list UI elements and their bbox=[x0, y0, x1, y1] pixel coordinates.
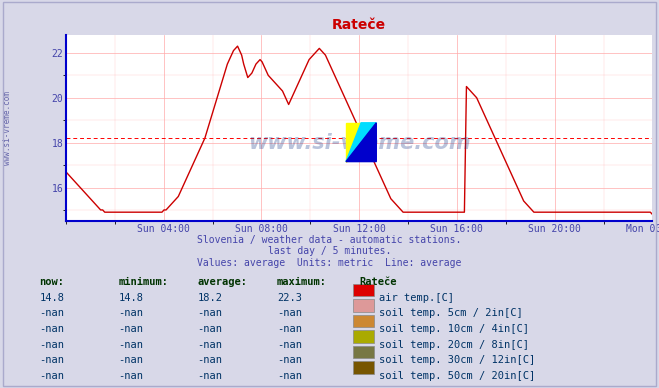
Text: -nan: -nan bbox=[198, 340, 223, 350]
Text: -nan: -nan bbox=[277, 324, 302, 334]
Text: 14.8: 14.8 bbox=[119, 293, 144, 303]
Text: -nan: -nan bbox=[198, 308, 223, 319]
Text: now:: now: bbox=[40, 277, 65, 288]
Text: -nan: -nan bbox=[119, 324, 144, 334]
Text: -nan: -nan bbox=[119, 355, 144, 365]
Text: -nan: -nan bbox=[277, 355, 302, 365]
Text: -nan: -nan bbox=[40, 371, 65, 381]
Text: -nan: -nan bbox=[198, 355, 223, 365]
Text: -nan: -nan bbox=[198, 371, 223, 381]
Text: maximum:: maximum: bbox=[277, 277, 327, 288]
Text: Values: average  Units: metric  Line: average: Values: average Units: metric Line: aver… bbox=[197, 258, 462, 268]
Text: -nan: -nan bbox=[277, 340, 302, 350]
Text: -nan: -nan bbox=[40, 308, 65, 319]
Polygon shape bbox=[346, 123, 376, 162]
Text: -nan: -nan bbox=[277, 308, 302, 319]
Text: -nan: -nan bbox=[198, 324, 223, 334]
Text: air temp.[C]: air temp.[C] bbox=[379, 293, 454, 303]
Text: -nan: -nan bbox=[119, 371, 144, 381]
Text: soil temp. 10cm / 4in[C]: soil temp. 10cm / 4in[C] bbox=[379, 324, 529, 334]
Text: minimum:: minimum: bbox=[119, 277, 169, 288]
Polygon shape bbox=[346, 123, 376, 162]
Text: 22.3: 22.3 bbox=[277, 293, 302, 303]
Text: -nan: -nan bbox=[40, 324, 65, 334]
Text: 18.2: 18.2 bbox=[198, 293, 223, 303]
Text: 14.8: 14.8 bbox=[40, 293, 65, 303]
Text: average:: average: bbox=[198, 277, 248, 288]
Text: Slovenia / weather data - automatic stations.: Slovenia / weather data - automatic stat… bbox=[197, 235, 462, 245]
Title: Rateče: Rateče bbox=[332, 18, 386, 32]
Text: soil temp. 30cm / 12in[C]: soil temp. 30cm / 12in[C] bbox=[379, 355, 535, 365]
Polygon shape bbox=[346, 123, 361, 162]
Text: Rateče: Rateče bbox=[359, 277, 397, 288]
Text: -nan: -nan bbox=[119, 340, 144, 350]
Text: -nan: -nan bbox=[119, 308, 144, 319]
Text: www.si-vreme.com: www.si-vreme.com bbox=[3, 91, 13, 165]
Text: -nan: -nan bbox=[40, 340, 65, 350]
Text: -nan: -nan bbox=[277, 371, 302, 381]
Text: soil temp. 5cm / 2in[C]: soil temp. 5cm / 2in[C] bbox=[379, 308, 523, 319]
Text: last day / 5 minutes.: last day / 5 minutes. bbox=[268, 246, 391, 256]
Text: soil temp. 50cm / 20in[C]: soil temp. 50cm / 20in[C] bbox=[379, 371, 535, 381]
Text: soil temp. 20cm / 8in[C]: soil temp. 20cm / 8in[C] bbox=[379, 340, 529, 350]
Text: www.si-vreme.com: www.si-vreme.com bbox=[248, 133, 471, 153]
Text: -nan: -nan bbox=[40, 355, 65, 365]
